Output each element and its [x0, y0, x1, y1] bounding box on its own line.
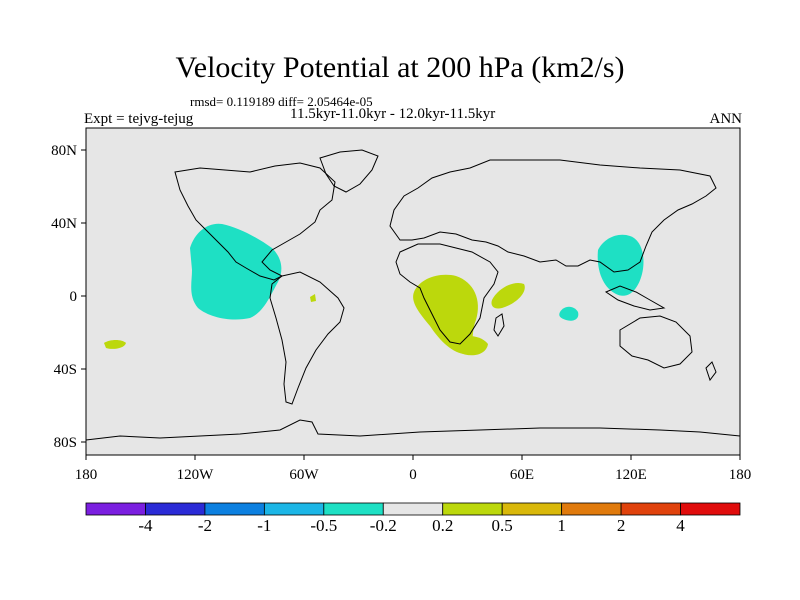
shade-cyan-eastern-pacific: [190, 223, 282, 320]
colorbar-swatch: [620, 502, 681, 516]
tick-marks: [81, 149, 741, 460]
colorbar-swatch: [204, 502, 265, 516]
shade-green-south-pacific: [104, 340, 126, 349]
stats-text: rmsd= 0.119189 diff= 2.05464e-05: [190, 94, 373, 109]
coastlines: [85, 149, 741, 441]
colorbar-label: -4: [138, 516, 153, 535]
colorbar-swatch: [382, 502, 444, 516]
colorbar-swatch: [263, 502, 325, 516]
coast-africa: [395, 243, 499, 345]
coast-antarctica: [85, 419, 741, 441]
coast-north-america: [174, 162, 336, 281]
colorbar-swatch: [501, 502, 563, 516]
y-tick-label: 40S: [54, 362, 77, 378]
y-tick-label: 80S: [54, 435, 77, 451]
colorbar-label: -0.5: [310, 516, 338, 535]
coast-australia: [619, 315, 693, 369]
colorbar-swatch: [145, 502, 206, 516]
colorbar-label: 4: [676, 516, 685, 535]
y-tick-label: 80N: [51, 143, 77, 159]
colorbar-label: 2: [616, 516, 626, 535]
colorbar-swatch: [323, 502, 384, 516]
coast-eurasia: [389, 159, 717, 273]
anomaly-shading: [104, 223, 644, 356]
x-tick-label: 0: [409, 467, 417, 483]
chart-title: Velocity Potential at 200 hPa (km2/s): [175, 51, 625, 84]
shade-green-arabian-sea: [491, 282, 525, 309]
x-tick-label: 120W: [177, 467, 215, 483]
shade-green-madagascar: [450, 335, 488, 356]
y-tick-labels: 80N 40N 0 40S 80S: [51, 143, 77, 451]
colorbar-label: 0.2: [432, 516, 454, 535]
colorbar-label: 1: [557, 516, 566, 535]
x-tick-labels: 180 120W 60W 0 60E 120E 180: [75, 467, 752, 483]
colorbar-label: -2: [197, 516, 212, 535]
colorbar-swatch: [680, 502, 741, 516]
x-tick-label: 180: [729, 467, 752, 483]
y-tick-label: 0: [70, 289, 78, 305]
x-tick-label: 120E: [615, 467, 647, 483]
colorbar-label: -1: [257, 516, 272, 535]
y-tick-label: 40N: [51, 216, 77, 232]
colorbar: [85, 502, 741, 516]
colorbar-swatch: [85, 502, 146, 516]
map-background: [85, 127, 741, 456]
season-label: ANN: [709, 111, 743, 127]
colorbar-label: 0.5: [491, 516, 513, 535]
period-text: 11.5kyr-11.0kyr - 12.0kyr-11.5kyr: [290, 106, 496, 122]
colorbar-label: -0.2: [369, 516, 397, 535]
x-tick-label: 60W: [289, 467, 319, 483]
coast-madagascar: [493, 313, 505, 337]
experiment-label: Expt = tejvg-tejug: [84, 111, 194, 127]
x-tick-label: 180: [75, 467, 98, 483]
shade-green-africa: [413, 274, 478, 354]
coast-maritime-continent: [604, 285, 666, 311]
coast-south-america: [269, 271, 345, 405]
coast-greenland: [319, 149, 379, 193]
coast-new-zealand: [705, 361, 717, 382]
x-tick-label: 60E: [510, 467, 534, 483]
shade-green-atlantic-dot: [310, 294, 316, 302]
colorbar-swatch: [442, 502, 503, 516]
shade-cyan-west-pacific: [597, 234, 644, 296]
colorbar-swatch: [561, 502, 622, 516]
shade-cyan-indian-ocean: [559, 306, 579, 321]
